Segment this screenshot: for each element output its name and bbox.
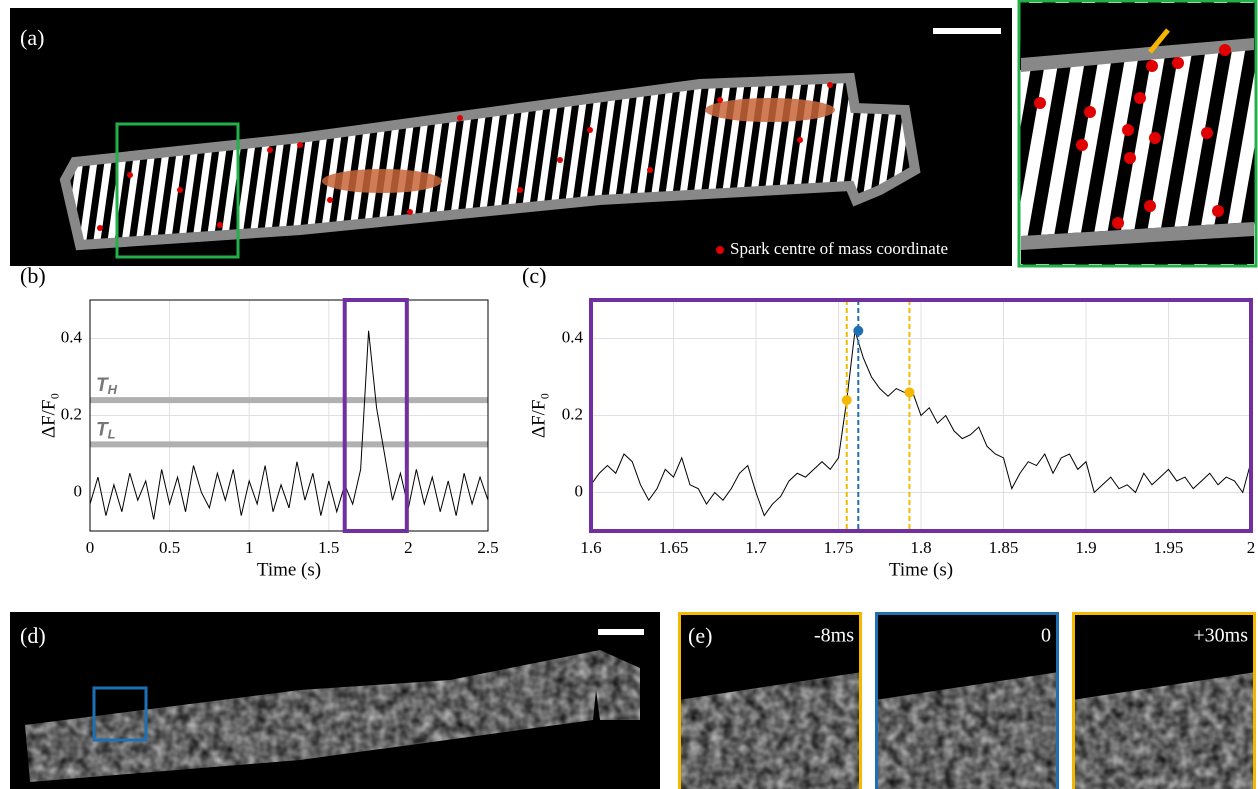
x-axis-label: Time (s)	[257, 559, 321, 580]
marker-point	[904, 387, 914, 397]
x-tick-label: 1.6	[580, 538, 601, 557]
y-tick-label: 0.4	[61, 327, 83, 346]
panel-e: -8ms 0 +30ms (e)	[678, 612, 1256, 789]
x-tick-label: 1.9	[1075, 538, 1096, 557]
x-tick-label: 1.65	[659, 538, 689, 557]
scale-bar	[933, 28, 1001, 34]
y-tick-label: 0.4	[562, 327, 584, 346]
panel-label: (c)	[522, 263, 546, 288]
marker-point	[842, 395, 852, 405]
y-tick-label: 0	[575, 481, 584, 500]
y-tick-label: 0.2	[562, 404, 583, 423]
panel-label: (a)	[20, 25, 44, 50]
panel-a: (a) Spark centre of mass coordinate	[10, 1, 1256, 266]
x-tick-label: 2	[1247, 538, 1256, 557]
x-tick-label: 1.95	[1154, 538, 1184, 557]
panel-label: (d)	[20, 623, 46, 648]
legend-text: Spark centre of mass coordinate	[730, 239, 948, 258]
frame-time: +30ms	[1193, 625, 1248, 647]
frame-time: 0	[1041, 625, 1051, 647]
legend-dot	[716, 246, 724, 254]
panel-d: (d)	[10, 612, 660, 789]
x-tick-label: 1.75	[824, 538, 854, 557]
threshold-subscript: H	[108, 383, 118, 398]
scale-bar	[598, 629, 644, 635]
panel-label: (b)	[20, 263, 46, 288]
panel-label: (e)	[688, 623, 712, 648]
x-axis-label: Time (s)	[889, 559, 953, 580]
x-tick-label: 1.7	[745, 538, 767, 557]
x-tick-label: 0	[86, 538, 95, 557]
x-tick-label: 0.5	[159, 538, 180, 557]
x-tick-label: 1	[245, 538, 254, 557]
y-axis-label: ΔF/F₀	[528, 393, 549, 438]
frame-time: -8ms	[814, 625, 854, 647]
y-tick-label: 0	[74, 481, 83, 500]
x-tick-label: 2.5	[477, 538, 498, 557]
y-tick-label: 0.2	[61, 404, 82, 423]
nucleus	[705, 98, 835, 122]
x-tick-label: 1.85	[989, 538, 1019, 557]
x-tick-label: 1.8	[910, 538, 931, 557]
marker-point	[853, 326, 863, 336]
threshold-subscript: L	[108, 427, 116, 442]
nucleus	[322, 169, 442, 193]
x-tick-label: 1.5	[318, 538, 339, 557]
y-axis-label: ΔF/F₀	[38, 393, 59, 438]
figure: (a) Spark centre of mass coordinate (d) …	[0, 0, 1258, 789]
x-tick-label: 2	[404, 538, 413, 557]
